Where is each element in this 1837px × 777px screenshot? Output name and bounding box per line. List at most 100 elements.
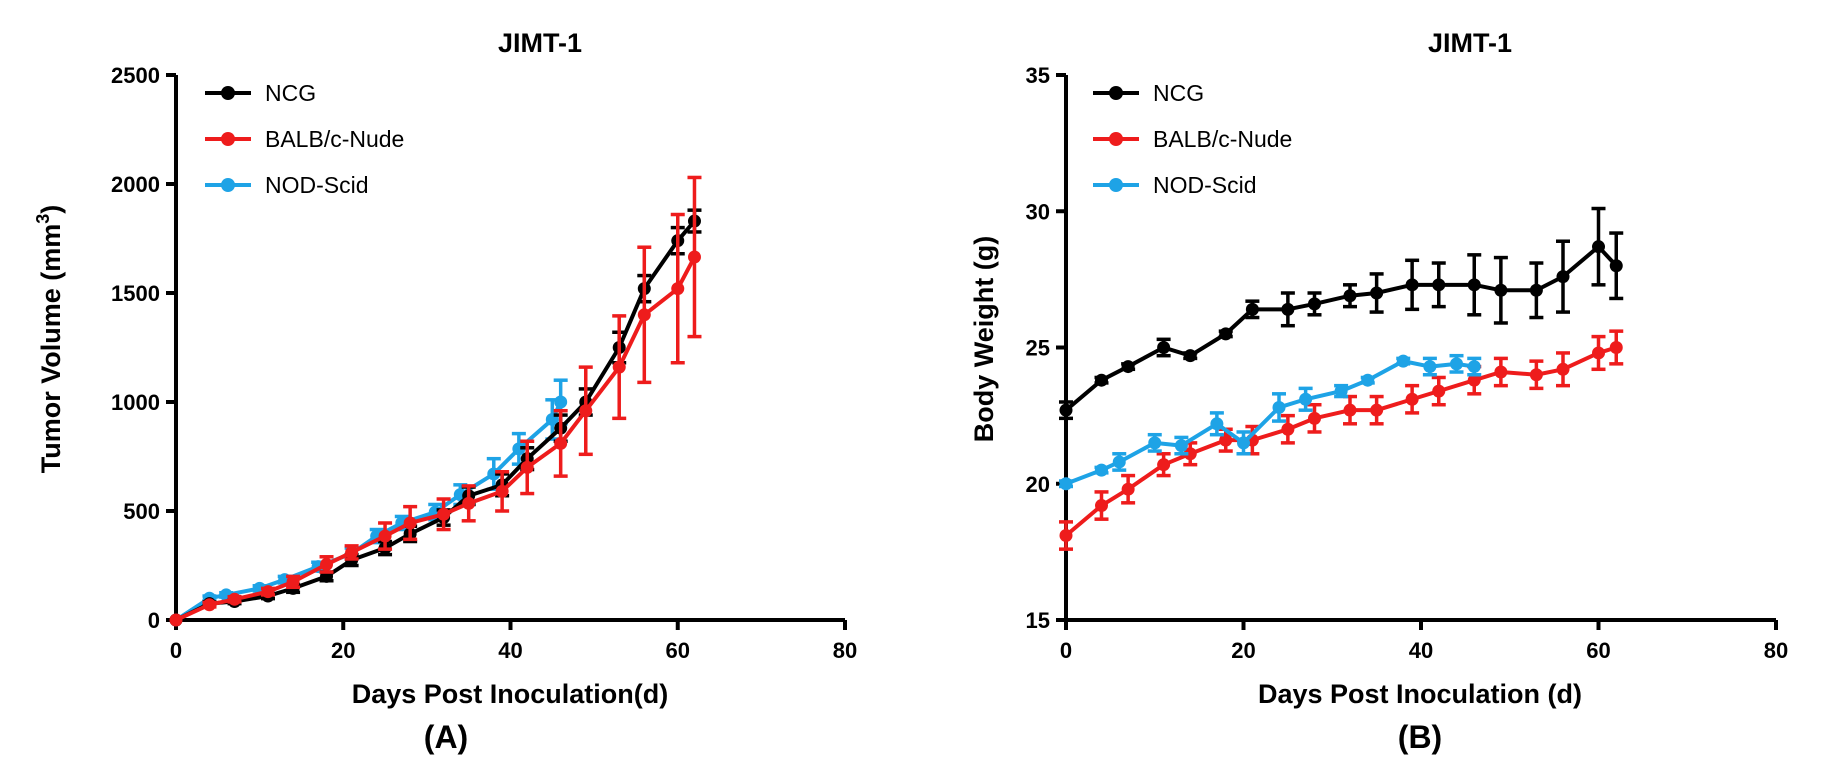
legend-marker-balb-c-nude xyxy=(1109,132,1123,146)
x-tick-label: 20 xyxy=(331,638,355,663)
data-point xyxy=(1299,392,1313,406)
series-ncg xyxy=(1059,206,1624,421)
data-point xyxy=(1183,349,1197,363)
data-point xyxy=(1121,482,1135,496)
data-point xyxy=(1183,447,1197,461)
y-tick-label: 1000 xyxy=(111,390,160,415)
legend: NCG BALB/c-Nude NOD-Scid xyxy=(205,80,404,198)
data-point xyxy=(1210,417,1224,431)
series-balb-c-nude xyxy=(169,175,702,627)
y-axis-label: Body Weight (g) xyxy=(969,236,999,442)
data-point xyxy=(1343,403,1357,417)
y-tick-label: 500 xyxy=(123,499,160,524)
data-point xyxy=(1405,392,1419,406)
data-point xyxy=(1467,373,1481,387)
x-tick-label: 60 xyxy=(666,638,690,663)
data-point xyxy=(554,436,568,450)
data-point xyxy=(1343,289,1357,303)
data-point xyxy=(1095,373,1108,387)
x-tick-label: 0 xyxy=(1060,638,1072,663)
data-point xyxy=(1095,499,1108,513)
legend-marker-ncg xyxy=(1109,86,1123,100)
data-point xyxy=(1423,360,1437,374)
data-point xyxy=(554,395,568,409)
legend-label-ncg: NCG xyxy=(1153,80,1204,106)
y-tick-label: 30 xyxy=(1026,199,1050,224)
series-line xyxy=(175,219,696,622)
data-point xyxy=(1370,403,1384,417)
legend-label-ncg: NCG xyxy=(265,80,316,106)
data-point xyxy=(671,282,685,296)
data-point xyxy=(1467,278,1481,292)
data-point xyxy=(1370,286,1384,300)
y-tick-label: 0 xyxy=(148,608,160,633)
data-point xyxy=(378,529,392,543)
x-tick-label: 40 xyxy=(498,638,522,663)
legend-marker-balb-c-nude xyxy=(221,132,235,146)
legend: NCG BALB/c-Nude NOD-Scid xyxy=(1093,80,1292,198)
data-point xyxy=(1529,368,1543,382)
data-point xyxy=(495,484,509,498)
data-point xyxy=(1121,360,1135,374)
data-point xyxy=(403,516,417,530)
x-tick-label: 20 xyxy=(1231,638,1255,663)
chart-title: JIMT-1 xyxy=(1428,28,1512,58)
data-point xyxy=(1059,477,1073,491)
legend-label-balb-c-nude: BALB/c-Nude xyxy=(1153,126,1292,152)
data-point xyxy=(1432,384,1446,398)
data-point xyxy=(1308,411,1321,425)
data-point xyxy=(1609,341,1623,354)
legend-marker-ncg xyxy=(221,86,235,100)
data-point xyxy=(1405,278,1419,292)
x-tick-label: 80 xyxy=(833,638,857,663)
data-point xyxy=(1157,341,1171,354)
panel-a-tumor-volume: JIMT-1 Days Post Inoculation(d) Tumor Vo… xyxy=(33,28,857,755)
y-axis-label-main: Tumor Volume (mm xyxy=(36,224,66,474)
y-tick-label: 2000 xyxy=(111,172,160,197)
data-point xyxy=(1219,327,1233,341)
series-nod-scid xyxy=(1059,353,1482,491)
panel-label: (A) xyxy=(424,719,468,755)
legend-marker-nod-scid xyxy=(1109,178,1123,192)
legend-marker-nod-scid xyxy=(221,178,235,192)
data-point xyxy=(512,442,526,456)
data-point xyxy=(1334,384,1348,398)
legend-label-balb-c-nude: BALB/c-Nude xyxy=(265,126,404,152)
data-point xyxy=(1112,455,1126,469)
data-point xyxy=(687,250,701,264)
y-axis-label-end: ) xyxy=(36,205,66,214)
data-point xyxy=(345,545,359,559)
data-point xyxy=(1219,433,1233,447)
x-tick-label: 60 xyxy=(1586,638,1610,663)
data-point xyxy=(1237,436,1250,450)
data-point xyxy=(1059,529,1073,543)
data-point xyxy=(1467,360,1481,374)
data-point xyxy=(1148,436,1162,450)
data-point xyxy=(612,360,626,374)
x-axis-label: Days Post Inoculation (d) xyxy=(1258,679,1582,709)
legend-label-nod-scid: NOD-Scid xyxy=(265,172,369,198)
data-point xyxy=(1281,422,1295,436)
series-nod-scid xyxy=(169,378,568,627)
data-point xyxy=(1592,346,1605,360)
y-axis-label-superscript: 3 xyxy=(33,214,53,224)
data-point xyxy=(462,496,476,510)
chart-title: JIMT-1 xyxy=(498,28,582,58)
panel-b-body-weight: JIMT-1 Days Post Inoculation (d) Body We… xyxy=(969,28,1788,755)
y-tick-label: 20 xyxy=(1026,472,1050,497)
data-point xyxy=(1174,439,1188,453)
data-point xyxy=(579,404,593,418)
data-point xyxy=(1432,278,1446,292)
y-tick-label: 35 xyxy=(1026,63,1050,88)
y-tick-label: 1500 xyxy=(111,281,160,306)
y-axis-label: Tumor Volume (mm3) xyxy=(33,205,66,474)
data-point xyxy=(1308,297,1321,311)
data-point xyxy=(1281,302,1295,316)
data-point xyxy=(1609,259,1623,273)
data-point xyxy=(1245,302,1259,316)
data-point xyxy=(1592,240,1605,254)
x-tick-label: 80 xyxy=(1764,638,1788,663)
legend-label-nod-scid: NOD-Scid xyxy=(1153,172,1257,198)
x-tick-label: 40 xyxy=(1409,638,1433,663)
data-point xyxy=(1396,354,1410,368)
